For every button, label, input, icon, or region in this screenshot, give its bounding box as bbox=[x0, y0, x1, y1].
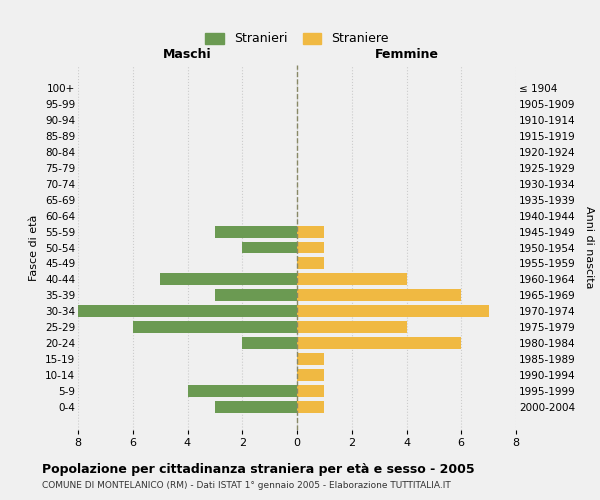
Bar bbox=[215, 402, 297, 413]
Bar bbox=[297, 274, 407, 285]
Text: Femmine: Femmine bbox=[374, 48, 439, 62]
Bar bbox=[78, 306, 297, 318]
Bar bbox=[215, 226, 297, 237]
Bar bbox=[297, 370, 325, 382]
Bar bbox=[297, 226, 325, 237]
Y-axis label: Fasce di età: Fasce di età bbox=[29, 214, 40, 280]
Bar bbox=[215, 290, 297, 302]
Bar bbox=[160, 274, 297, 285]
Bar bbox=[297, 322, 407, 334]
Text: Popolazione per cittadinanza straniera per età e sesso - 2005: Popolazione per cittadinanza straniera p… bbox=[42, 462, 475, 475]
Bar bbox=[133, 322, 297, 334]
Text: COMUNE DI MONTELANICO (RM) - Dati ISTAT 1° gennaio 2005 - Elaborazione TUTTITALI: COMUNE DI MONTELANICO (RM) - Dati ISTAT … bbox=[42, 481, 451, 490]
Text: Maschi: Maschi bbox=[163, 48, 212, 62]
Bar bbox=[297, 306, 488, 318]
Bar bbox=[297, 290, 461, 302]
Bar bbox=[297, 402, 325, 413]
Bar bbox=[242, 242, 297, 254]
Bar bbox=[297, 354, 325, 366]
Bar bbox=[297, 242, 325, 254]
Y-axis label: Anni di nascita: Anni di nascita bbox=[584, 206, 594, 289]
Bar bbox=[297, 338, 461, 349]
Legend: Stranieri, Straniere: Stranieri, Straniere bbox=[200, 28, 394, 50]
Bar bbox=[187, 386, 297, 398]
Bar bbox=[297, 386, 325, 398]
Bar bbox=[242, 338, 297, 349]
Bar bbox=[297, 258, 325, 270]
